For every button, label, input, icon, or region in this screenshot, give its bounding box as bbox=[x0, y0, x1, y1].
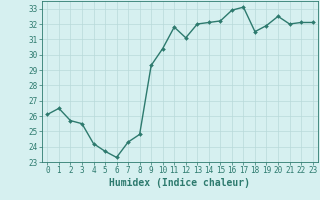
X-axis label: Humidex (Indice chaleur): Humidex (Indice chaleur) bbox=[109, 178, 251, 188]
